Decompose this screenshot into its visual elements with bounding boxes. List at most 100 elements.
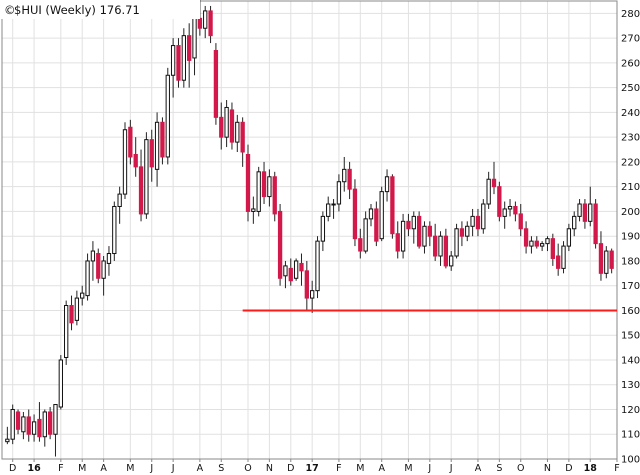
candle-body-up	[438, 235, 443, 257]
candle-body-down	[240, 121, 245, 153]
y-tick-label: 110	[621, 430, 640, 441]
candle	[454, 223, 459, 259]
candle-body-up	[165, 74, 170, 158]
candle	[358, 228, 363, 259]
candle	[144, 132, 149, 219]
candle-body-up	[224, 106, 229, 138]
candle-body-up	[363, 218, 368, 252]
candle	[310, 280, 315, 313]
x-axis-ticks: D 16 F M A M J J A S O N D 17 F M A M J J A S O N D 18 F	[9, 463, 620, 474]
candle-body-up	[326, 203, 331, 217]
candle	[438, 231, 443, 266]
x-tick-label: O	[517, 463, 524, 474]
candle	[235, 114, 240, 153]
candle	[117, 186, 122, 224]
candle-body-down	[176, 45, 181, 81]
candle-body-up	[101, 260, 106, 279]
candlestick-series	[5, 0, 614, 457]
candle	[475, 208, 481, 237]
y-tick-label: 210	[621, 182, 640, 193]
candle-body-up	[384, 176, 390, 193]
candle-body-up	[529, 240, 534, 247]
candle	[21, 411, 26, 440]
candle	[513, 201, 518, 222]
candle	[449, 251, 454, 271]
candle-body-up	[539, 243, 545, 247]
x-tick-label: D	[9, 463, 16, 474]
candle	[160, 117, 165, 165]
candle	[299, 253, 304, 286]
candle-body-down	[187, 35, 192, 61]
candle	[582, 199, 588, 229]
y-axis-ticks: 100 110 120 130 140 150 160 170 180 190 200 210 220 2…	[621, 9, 640, 466]
candle	[609, 248, 614, 274]
candle-body-down	[416, 215, 422, 247]
candle-body-down	[534, 240, 539, 247]
x-tick-label: A	[197, 463, 204, 474]
candle-body-down	[609, 250, 614, 269]
candle-body-down	[128, 126, 133, 158]
x-tick-label: M	[356, 463, 364, 474]
candle-body-down	[15, 411, 21, 430]
candle-body-up	[315, 240, 320, 292]
candle-body-up	[58, 359, 63, 408]
x-tick-label: J	[149, 463, 153, 474]
candle	[465, 221, 470, 242]
y-tick-label: 220	[621, 157, 640, 168]
x-tick-label: S	[496, 463, 502, 474]
candle	[331, 199, 336, 219]
candle-body-up	[561, 245, 566, 269]
candle	[342, 156, 347, 192]
candle	[80, 285, 85, 306]
candle-body-up	[85, 260, 90, 297]
candle-body-down	[37, 418, 42, 438]
candle	[427, 221, 432, 247]
candle	[47, 407, 53, 440]
candle-body-down	[208, 10, 213, 37]
candle	[229, 102, 235, 150]
candle-body-up	[170, 45, 176, 76]
candle	[422, 221, 427, 254]
candle	[85, 253, 90, 301]
candle	[245, 144, 251, 222]
candle-body-down	[406, 220, 411, 230]
x-tick-label: A	[100, 463, 107, 474]
x-tick-label: M	[78, 463, 86, 474]
candle	[219, 102, 224, 150]
candle	[518, 204, 523, 237]
candle-body-down	[598, 243, 604, 274]
candle	[154, 112, 160, 187]
candle	[31, 414, 37, 442]
x-tick-label: F	[614, 463, 619, 474]
candle-body-up	[572, 215, 577, 230]
candle	[10, 404, 15, 445]
candle-body-down	[245, 153, 251, 212]
plot-border	[1, 0, 618, 460]
candle	[69, 295, 74, 331]
y-tick-label: 190	[621, 232, 640, 243]
candle-body-down	[213, 50, 219, 118]
candle	[470, 208, 475, 237]
candle-body-down	[523, 228, 529, 247]
title-backdrop	[0, 0, 200, 19]
candle	[556, 243, 561, 276]
candle	[293, 258, 299, 281]
candle-body-up	[481, 203, 486, 230]
candle-body-down	[160, 121, 165, 158]
candle	[598, 231, 604, 281]
candle	[379, 186, 384, 242]
candle-body-up	[379, 191, 384, 240]
candle-body-up	[53, 404, 58, 435]
y-tick-label: 230	[621, 133, 640, 144]
candle	[481, 199, 486, 234]
candle	[320, 211, 326, 252]
x-tick-label: 17	[306, 463, 319, 474]
x-tick-label: M	[404, 463, 412, 474]
candle	[604, 246, 609, 279]
candle-body-up	[106, 253, 112, 264]
y-tick-label: 170	[621, 281, 640, 292]
candle	[181, 28, 186, 88]
candle-body-down	[149, 139, 154, 168]
candle	[363, 211, 368, 254]
